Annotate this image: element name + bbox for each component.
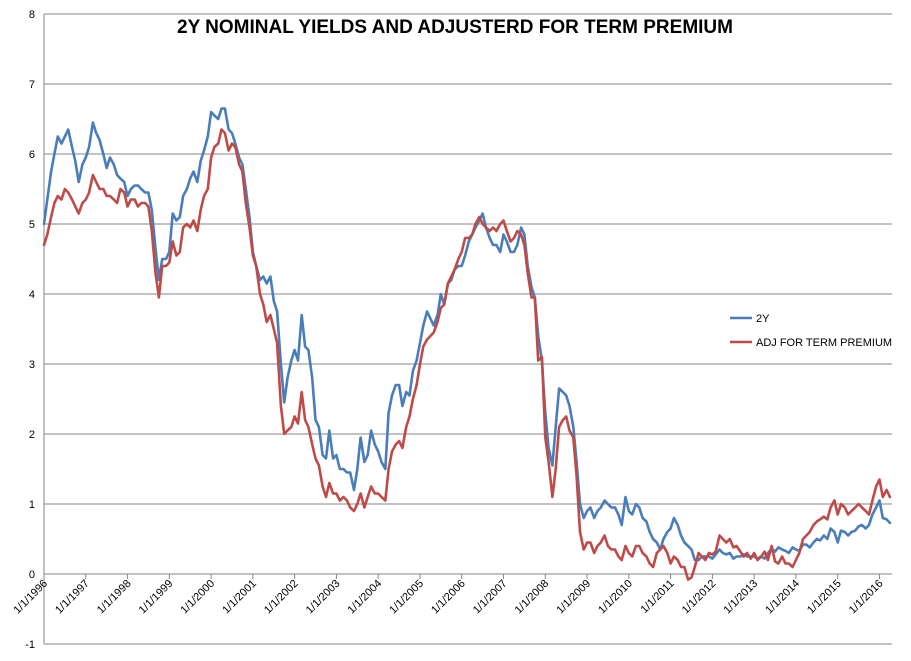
x-tick-label: 1/1/1997	[53, 578, 92, 617]
series	[42, 107, 892, 581]
x-tick-label: 1/1/2014	[763, 578, 802, 617]
x-tick-label: 1/1/1999	[137, 578, 176, 617]
x-tick-label: 1/1/2007	[471, 578, 510, 617]
legend-label-0: 2Y	[756, 313, 770, 325]
y-tick-label: 0	[29, 569, 35, 581]
x-tick-label: 1/1/2003	[304, 578, 343, 617]
x-tick-label: 1/1/2004	[346, 578, 385, 617]
y-tick-label: 2	[29, 429, 35, 441]
series-line-1	[42, 128, 892, 581]
y-tick-label: 8	[29, 9, 35, 21]
x-tick-label: 1/1/2008	[513, 578, 552, 617]
x-tick-label: 1/1/2013	[721, 578, 760, 617]
x-tick-label: 1/1/2016	[847, 578, 886, 617]
x-tick-label: 1/1/2001	[220, 578, 259, 617]
y-tick-label: 6	[29, 149, 35, 161]
x-tick-label: 1/1/2011	[639, 578, 677, 616]
y-tick-label: 5	[29, 219, 35, 231]
gridlines	[44, 13, 892, 645]
x-tick-label: 1/1/2002	[262, 578, 301, 617]
y-tick-label: 3	[29, 359, 35, 371]
legend: 2Y ADJ FOR TERM PREMIUM	[730, 313, 892, 349]
y-tick-label: 7	[29, 79, 35, 91]
x-tick-label: 1/1/2015	[805, 578, 844, 617]
series-line-0	[42, 107, 892, 562]
x-tick-label: 1/1/2012	[680, 578, 719, 617]
x-tick-label: 1/1/2010	[596, 578, 635, 617]
x-tick-label: 1/1/2000	[178, 578, 217, 617]
legend-label-1: ADJ FOR TERM PREMIUM	[756, 337, 892, 349]
y-tick-label: -1	[25, 639, 35, 651]
x-tick-label: 1/1/1998	[95, 578, 134, 617]
x-tick-label: 1/1/2006	[429, 578, 468, 617]
x-tick-label: 1/1/2005	[387, 578, 426, 617]
x-tick-label: 1/1/2009	[554, 578, 593, 617]
y-tick-label: 1	[29, 499, 35, 511]
y-tick-label: 4	[29, 289, 35, 301]
chart-title: 2Y NOMINAL YIELDS AND ADJUSTERD FOR TERM…	[177, 17, 733, 38]
